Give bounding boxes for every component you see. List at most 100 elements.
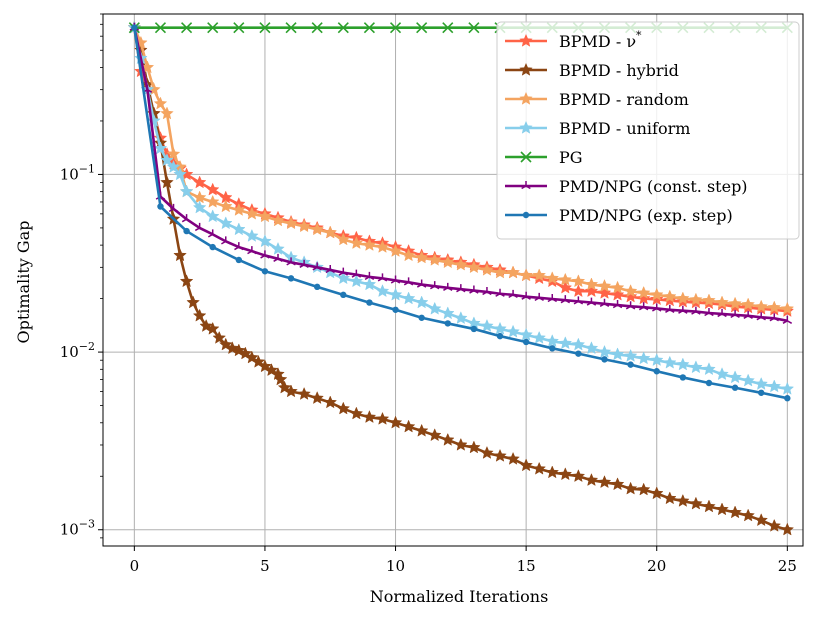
data-point-pmd-npg-exp-step	[209, 243, 216, 251]
data-point-bpmd-random	[284, 216, 298, 230]
data-point-bpmd-random	[388, 243, 403, 257]
data-point-pmd-npg-const-step	[730, 309, 740, 319]
data-point-pmd-npg-const-step	[652, 303, 662, 312]
data-point-bpmd-hybrid	[571, 469, 586, 483]
series-pmd-npg-exp-step	[131, 24, 791, 402]
data-point-bpmd-random	[506, 265, 520, 279]
data-point-bpmd-uniform	[362, 277, 377, 291]
data-point-bpmd-random	[584, 277, 599, 291]
legend-label-bpmd-random: BPMD - random	[559, 90, 689, 109]
data-point-bpmd	[649, 292, 664, 306]
data-point-bpmd-uniform	[741, 373, 755, 387]
data-point-pmd-npg-const-step	[247, 246, 257, 255]
data-point-pmd-npg-const-step	[769, 313, 779, 322]
data-point-bpmd-random	[571, 274, 586, 288]
data-point-bpmd	[205, 182, 220, 196]
data-point-bpmd	[636, 291, 651, 305]
data-point-pg	[468, 22, 480, 34]
data-point-bpmd-hybrid	[349, 406, 364, 420]
data-point-bpmd-random	[780, 301, 795, 315]
data-point-bpmd-random	[271, 213, 285, 227]
legend-label-pmd-npg-exp-step: PMD/NPG (exp. step)	[559, 206, 733, 225]
data-point-bpmd-hybrid	[689, 496, 703, 510]
legend-label-bpmd: BPMD - ν*	[559, 29, 642, 51]
legend-label-bpmd-uniform: BPMD - uniform	[559, 119, 690, 138]
data-point-pg	[207, 22, 219, 34]
data-point-bpmd-hybrid	[186, 295, 200, 309]
data-point-bpmd-hybrid	[493, 448, 507, 462]
data-point-pmd-npg-exp-step	[705, 379, 713, 387]
data-point-bpmd-hybrid	[297, 386, 311, 400]
data-point-bpmd-random	[323, 225, 338, 239]
data-point-bpmd-hybrid	[192, 308, 207, 322]
data-point-pmd-npg-const-step	[717, 308, 727, 318]
data-point-pmd-npg-const-step	[599, 298, 610, 307]
data-point-pmd-npg-const-step	[521, 291, 531, 300]
data-point-bpmd-random	[427, 252, 442, 266]
legend-marker-bpmd-hybrid	[519, 62, 533, 76]
data-point-bpmd-hybrid	[767, 518, 782, 532]
legend-marker-bpmd-random	[519, 91, 533, 105]
data-point-pmd-npg-const-step	[403, 277, 414, 286]
data-point-bpmd-uniform	[728, 370, 742, 384]
data-point-bpmd-random	[623, 284, 638, 298]
data-point-pg	[285, 22, 297, 34]
data-point-bpmd-hybrid	[160, 175, 174, 189]
data-point-bpmd-random	[715, 295, 729, 309]
data-point-bpmd-uniform	[715, 367, 729, 381]
data-point-pmd-npg-const-step	[221, 236, 231, 245]
data-point-pmd-npg-const-step	[560, 295, 571, 304]
data-point-bpmd-hybrid	[741, 508, 755, 522]
plot-frame	[102, 13, 804, 547]
data-point-bpmd	[584, 284, 599, 298]
data-point-pmd-npg-const-step	[665, 304, 675, 313]
data-point-bpmd-uniform	[414, 295, 429, 309]
y-axis: 10−1 10−2 10−3	[60, 13, 103, 539]
x-tick-label: 20	[647, 557, 666, 575]
data-point-bpmd-uniform	[780, 381, 795, 395]
data-point-bpmd-random	[362, 237, 377, 251]
data-point-bpmd-hybrid	[388, 415, 403, 429]
data-point-pmd-npg-exp-step	[261, 268, 269, 275]
data-point-bpmd-random	[610, 280, 625, 294]
data-point-bpmd-uniform	[519, 327, 533, 341]
x-tick-label: 10	[386, 557, 405, 575]
data-point-bpmd-hybrid	[636, 482, 651, 496]
data-point-pg	[259, 22, 271, 34]
y-tick-label: 10−2	[60, 340, 95, 361]
data-point-bpmd-random	[160, 106, 174, 120]
x-tick-label: 5	[260, 557, 270, 575]
data-point-pmd-npg-exp-step	[340, 291, 347, 299]
data-point-bpmd-uniform	[571, 337, 586, 351]
data-point-bpmd-uniform	[388, 287, 403, 301]
legend-label-bpmd-hybrid: BPMD - hybrid	[559, 61, 679, 80]
data-point-bpmd-hybrid	[545, 465, 560, 479]
data-point-pmd-npg-exp-step	[157, 203, 164, 210]
data-point-bpmd-random	[297, 219, 311, 233]
data-point-bpmd-uniform	[545, 334, 560, 348]
data-point-bpmd-random	[702, 293, 716, 307]
data-point-pmd-npg-exp-step	[758, 389, 765, 396]
data-point-pmd-npg-const-step	[181, 214, 192, 223]
data-point-pmd-npg-exp-step	[575, 350, 582, 357]
data-point-bpmd-random	[545, 271, 560, 285]
data-point-pmd-npg-exp-step	[601, 356, 608, 363]
data-point-bpmd-hybrid	[584, 473, 599, 487]
data-point-bpmd-uniform	[454, 311, 468, 325]
data-point-bpmd-uniform	[401, 291, 416, 305]
data-point-bpmd	[623, 289, 638, 303]
data-point-bpmd-random	[767, 300, 782, 314]
data-point-bpmd-hybrid	[532, 461, 546, 475]
data-point-bpmd-random	[754, 299, 769, 313]
data-point-pmd-npg-exp-step	[653, 368, 660, 375]
data-point-pmd-npg-const-step	[429, 281, 440, 290]
data-point-bpmd-random	[336, 232, 351, 246]
data-point-pmd-npg-exp-step	[627, 361, 634, 368]
data-point-bpmd-hybrid	[205, 321, 220, 335]
data-point-bpmd-hybrid	[715, 502, 729, 516]
data-point-bpmd-hybrid	[362, 410, 377, 423]
data-point-pmd-npg-const-step	[299, 259, 309, 268]
data-point-bpmd	[571, 284, 586, 298]
data-point-bpmd-uniform	[232, 222, 246, 236]
